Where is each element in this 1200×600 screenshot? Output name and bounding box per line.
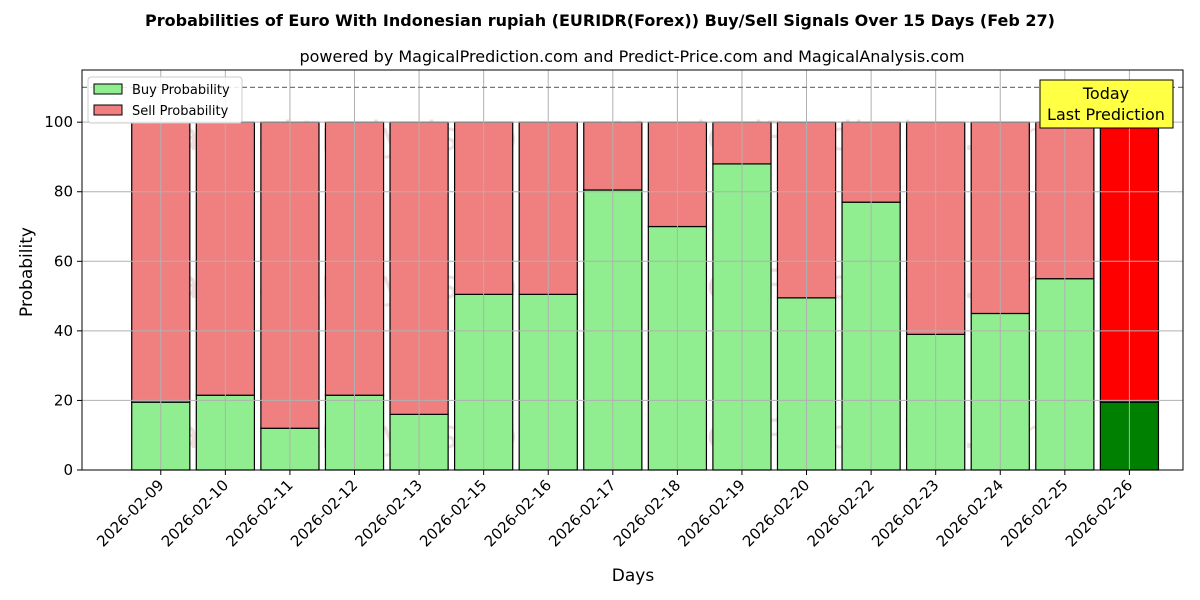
x-tick-label: 2026-02-19 xyxy=(674,476,748,550)
x-tick-label: 2026-02-13 xyxy=(352,476,426,550)
y-tick-label: 80 xyxy=(54,183,73,201)
chart-title: Probabilities of Euro With Indonesian ru… xyxy=(145,11,1055,30)
x-tick-label: 2026-02-11 xyxy=(222,476,296,550)
chart-subtitle: powered by MagicalPrediction.com and Pre… xyxy=(299,47,964,66)
x-tick-label: 2026-02-17 xyxy=(545,476,619,550)
annotation-box xyxy=(1039,79,1174,129)
x-tick-label: 2026-02-25 xyxy=(997,476,1071,550)
legend-swatch xyxy=(93,83,123,95)
x-tick-label: 2026-02-20 xyxy=(739,476,813,550)
x-tick-label: 2026-02-24 xyxy=(933,476,1007,550)
annotation-text: Last Prediction xyxy=(1047,105,1165,124)
x-tick-label: 2026-02-23 xyxy=(868,476,942,550)
x-tick-label: 2026-02-15 xyxy=(416,476,490,550)
y-tick-label: 20 xyxy=(54,391,73,409)
y-tick-label: 40 xyxy=(54,322,73,340)
legend-label: Sell Probability xyxy=(132,104,229,119)
x-tick-label: 2026-02-18 xyxy=(610,476,684,550)
y-tick-label: 60 xyxy=(54,252,73,270)
today-annotation: Today Last Prediction xyxy=(1039,79,1174,129)
legend-swatch xyxy=(93,104,123,116)
x-tick-label: 2026-02-09 xyxy=(93,476,167,550)
y-axis-label: Probability xyxy=(17,227,37,317)
x-tick-label: 2026-02-22 xyxy=(804,476,878,550)
annotation-text: Today xyxy=(1082,84,1129,103)
x-tick-label: 2026-02-12 xyxy=(287,476,361,550)
y-tick-label: 100 xyxy=(44,113,73,131)
x-tick-label: 2026-02-26 xyxy=(1062,476,1136,550)
legend: Buy Probability Sell Probability xyxy=(87,76,243,124)
legend-label: Buy Probability xyxy=(132,83,230,98)
y-tick-label: 0 xyxy=(63,461,73,479)
x-tick-label: 2026-02-10 xyxy=(158,476,232,550)
legend-box xyxy=(87,76,243,124)
x-tick-label: 2026-02-16 xyxy=(481,476,555,550)
plot-area: MagicalAnalysis.comMagicalPrediction.com… xyxy=(44,69,1184,550)
x-axis-label: Days xyxy=(612,566,655,586)
plot-frame xyxy=(81,69,1184,471)
